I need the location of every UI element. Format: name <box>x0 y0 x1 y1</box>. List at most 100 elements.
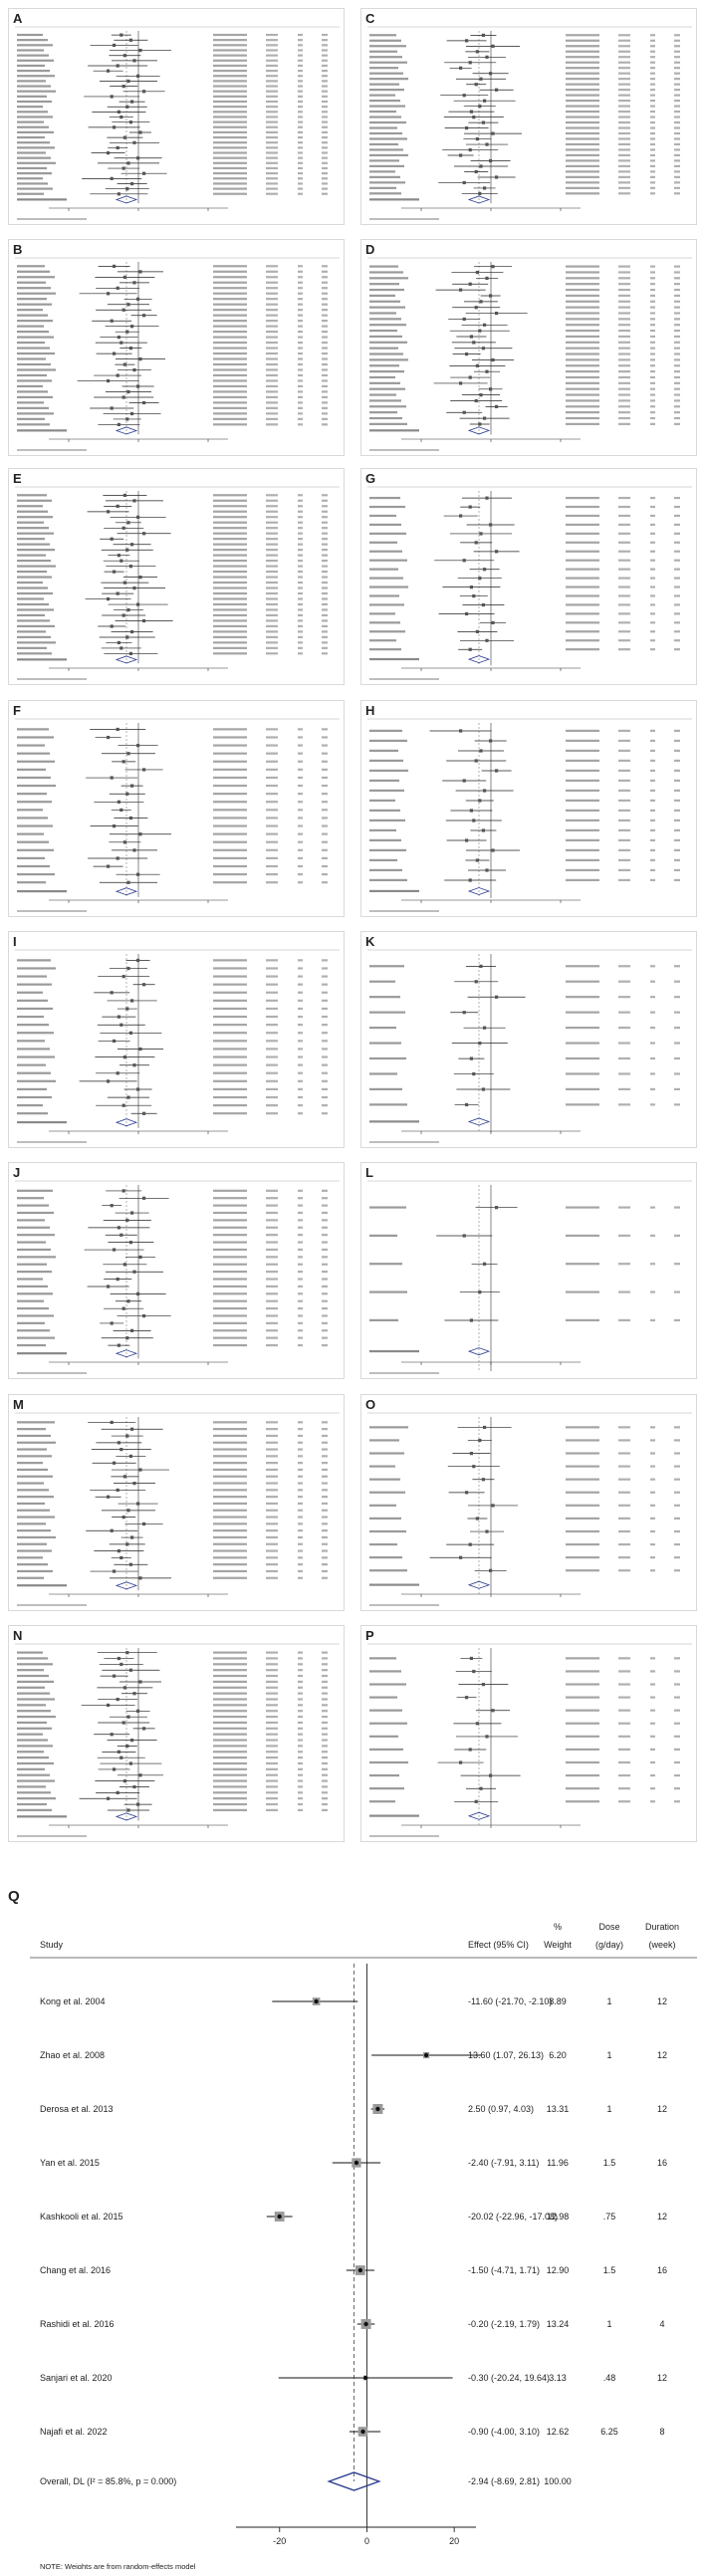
note-mark <box>369 910 439 912</box>
duration-mark <box>322 401 328 404</box>
duration-mark <box>674 375 680 379</box>
effect-mark <box>566 45 599 48</box>
effect-mark <box>213 1674 247 1678</box>
panel-letter: L <box>365 1165 373 1180</box>
study-weight-box <box>113 351 117 355</box>
duration-mark <box>674 120 680 124</box>
weight-mark <box>266 54 278 57</box>
weight-mark <box>266 379 278 382</box>
dose-mark <box>298 1278 303 1281</box>
dose-mark <box>650 120 655 124</box>
study-weight-box <box>485 369 489 373</box>
study-weight-box <box>130 784 134 788</box>
duration-mark <box>674 1787 680 1790</box>
study-weight-box <box>495 404 499 408</box>
duration-mark <box>674 648 680 651</box>
weight-mark <box>266 1112 278 1115</box>
dose-mark <box>298 817 303 820</box>
study-label-mark <box>369 819 405 821</box>
dose-mark <box>298 602 303 606</box>
study-label-mark <box>17 111 48 114</box>
dose-mark <box>650 283 655 286</box>
study-weight-box <box>472 1071 476 1076</box>
study-weight: 6.20 <box>549 2050 567 2060</box>
weight-mark <box>266 276 278 279</box>
weight-mark <box>618 294 630 297</box>
weight-mark <box>266 543 278 546</box>
dose-mark <box>298 187 303 190</box>
note-mark <box>369 1835 439 1837</box>
effect-mark <box>213 64 247 68</box>
study-label-mark <box>369 318 401 321</box>
effect-mark <box>566 739 599 742</box>
study-label-mark <box>369 39 401 42</box>
effect-mark <box>213 864 247 868</box>
weight-mark <box>266 752 278 755</box>
weight-mark <box>618 799 630 802</box>
dose-mark <box>650 110 655 114</box>
effect-mark <box>213 1745 247 1748</box>
weight-mark <box>266 1516 278 1519</box>
duration-mark <box>322 384 328 388</box>
study-label-mark <box>17 646 47 649</box>
effect-mark <box>213 1680 247 1683</box>
dose-mark <box>650 1800 655 1803</box>
dose-mark <box>650 1696 655 1699</box>
study-weight-box <box>110 537 114 541</box>
duration-mark <box>322 69 328 73</box>
duration-mark <box>674 347 680 350</box>
duration-mark <box>674 621 680 624</box>
duration-mark <box>674 496 680 500</box>
weight-mark <box>618 300 630 303</box>
study-label-mark <box>17 1710 51 1713</box>
duration-mark <box>674 1748 680 1751</box>
duration-mark <box>322 630 328 633</box>
duration-mark <box>674 1318 680 1321</box>
study-label-mark <box>369 1087 402 1090</box>
study-weight-box <box>495 995 499 999</box>
effect-mark <box>213 85 247 88</box>
study-weight-box <box>126 607 130 612</box>
study-label-mark <box>17 1751 44 1754</box>
study-label-mark <box>17 1314 54 1317</box>
duration-mark <box>322 54 328 57</box>
duration-mark <box>674 170 680 173</box>
study-weight-box <box>128 1761 132 1765</box>
panel-letter: I <box>13 934 17 949</box>
study-label-mark <box>369 541 397 544</box>
duration-mark <box>322 265 328 268</box>
study-weight-box <box>107 378 111 383</box>
dose-mark <box>650 1465 655 1468</box>
duration-mark <box>322 1441 328 1444</box>
study-label-mark <box>17 1421 55 1424</box>
weight-mark <box>266 652 278 655</box>
overall-label-mark <box>369 429 419 432</box>
study-weight-box <box>107 596 111 601</box>
overall-diamond <box>115 195 138 204</box>
weight-mark <box>266 1542 278 1545</box>
study-weight-box <box>465 39 469 43</box>
study-label-mark <box>369 94 395 97</box>
dose-mark <box>650 789 655 792</box>
study-weight-box <box>116 145 119 150</box>
study-label-mark <box>17 1496 54 1499</box>
study-label-mark <box>17 351 55 355</box>
duration-mark <box>674 819 680 821</box>
dose-mark <box>298 1032 303 1035</box>
duration-mark <box>322 395 328 398</box>
study-label-mark <box>369 1056 406 1060</box>
study-weight-box <box>479 300 483 304</box>
weight-mark <box>266 64 278 68</box>
note-mark <box>369 1604 439 1606</box>
effect-mark <box>213 412 247 415</box>
effect-mark <box>213 602 247 606</box>
duration-mark <box>322 1535 328 1539</box>
effect-mark <box>566 83 599 86</box>
study-weight-box <box>465 352 469 356</box>
study-weight-box <box>142 1727 146 1731</box>
weight-mark <box>266 817 278 820</box>
duration-mark <box>322 166 328 170</box>
dose-mark <box>298 1502 303 1506</box>
weight-mark <box>266 49 278 52</box>
study-label-mark <box>17 1226 50 1229</box>
